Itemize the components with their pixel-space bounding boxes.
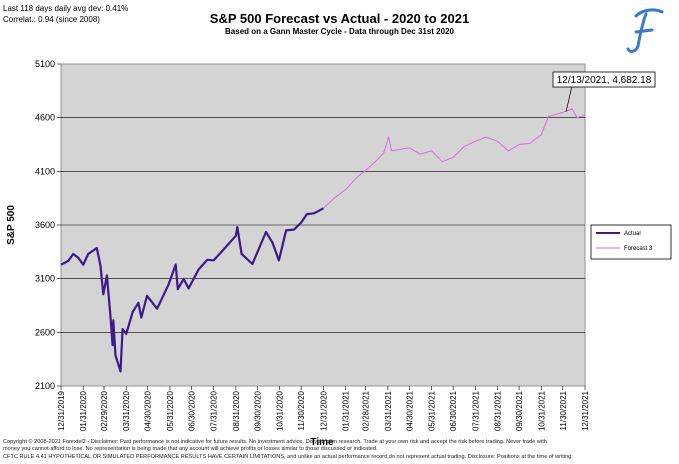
x-tick-label: 05/31/2021 <box>428 390 437 431</box>
series-line-forecast-3 <box>323 108 586 209</box>
chart-title: S&P 500 Forecast vs Actual - 2020 to 202… <box>209 11 470 26</box>
x-tick-label: 09/30/2021 <box>515 390 524 431</box>
x-tick-label: 01/31/2021 <box>342 390 351 431</box>
y-axis-label: S&P 500 <box>6 205 17 245</box>
legend-label-forecast: Forecast 3 <box>624 246 653 252</box>
stats-correlation: Correlat.: 0.94 (since 2008) <box>3 15 100 24</box>
x-tick-label: 12/31/2020 <box>319 390 328 431</box>
x-tick-label: 10/31/2021 <box>537 390 546 431</box>
callout-pointer <box>565 85 573 113</box>
x-tick-label: 05/31/2020 <box>166 390 175 431</box>
stats-block: Last 118 days daily avg dev: 0.41% Corre… <box>3 3 128 25</box>
disclaimer-line-3: CFTC RULE 4.41 HYPOTHETICAL OR SIMULATED… <box>3 453 573 460</box>
chart-subtitle: Based on a Gann Master Cycle - Data thro… <box>225 27 454 36</box>
x-tick-label: 03/31/2020 <box>122 390 131 431</box>
disclaimer-line-1: Copyright © 2008-2021 Forextel2 - Discla… <box>3 439 547 445</box>
legend-box <box>590 224 672 260</box>
x-tick-label: 04/30/2021 <box>405 390 414 431</box>
series-line-actual <box>60 207 324 373</box>
y-tick-label: 3100 <box>35 274 55 284</box>
callout: 12/13/2021, 4,682.18 <box>552 71 656 113</box>
x-tick-label: 09/30/2020 <box>253 390 262 431</box>
x-tick-label: 01/31/2020 <box>79 390 88 431</box>
disclaimer-footer: Copyright © 2008-2021 Forextel2 - Discla… <box>3 439 675 461</box>
x-tick-label: 12/31/2021 <box>581 390 590 431</box>
y-tick-label: 2600 <box>35 327 55 337</box>
x-tick-label: 10/31/2020 <box>276 390 285 431</box>
x-axis-label: Time <box>310 437 334 448</box>
x-tick-label: 07/31/2020 <box>210 390 219 431</box>
x-axis-ticks: 12/31/2019 01/31/2020 02/29/2020 03/31/2020… <box>57 386 590 431</box>
x-tick-label: 02/29/2020 <box>100 390 109 431</box>
y-tick-label: 3600 <box>35 220 55 230</box>
legend: Actual Forecast 3 <box>590 224 672 260</box>
x-tick-label: 06/30/2021 <box>449 390 458 431</box>
script-f-logo-icon <box>626 8 664 53</box>
x-tick-label: 08/31/2020 <box>232 390 241 431</box>
stats-deviation: Last 118 days daily avg dev: 0.41% <box>3 4 129 13</box>
y-tick-label: 2100 <box>35 381 55 391</box>
gridlines <box>61 117 585 333</box>
y-tick-label: 4100 <box>35 166 55 176</box>
x-tick-label: 02/28/2021 <box>362 390 371 431</box>
y-tick-label: 5100 <box>35 59 55 69</box>
x-tick-label: 06/30/2020 <box>187 390 196 431</box>
y-axis-ticks: 2100 2600 3100 3600 4100 4600 5100 <box>35 59 61 391</box>
x-tick-label: 07/31/2021 <box>471 390 480 431</box>
y-tick-label: 4600 <box>35 113 55 123</box>
x-tick-label: 11/30/2021 <box>559 390 568 430</box>
x-tick-label: 12/31/2019 <box>57 390 66 431</box>
legend-label-actual: Actual <box>624 231 641 237</box>
x-tick-label: 04/30/2020 <box>144 390 153 431</box>
series-lines <box>60 108 586 373</box>
callout-box <box>552 71 656 88</box>
callout-label: 12/13/2021, 4,682.18 <box>557 75 652 86</box>
disclaimer-line-2: money you cannot afford to lose. No repr… <box>3 446 378 453</box>
x-tick-label: 08/31/2021 <box>494 390 503 431</box>
x-tick-label: 03/31/2021 <box>384 390 393 431</box>
x-tick-label: 11/30/2020 <box>297 390 306 430</box>
